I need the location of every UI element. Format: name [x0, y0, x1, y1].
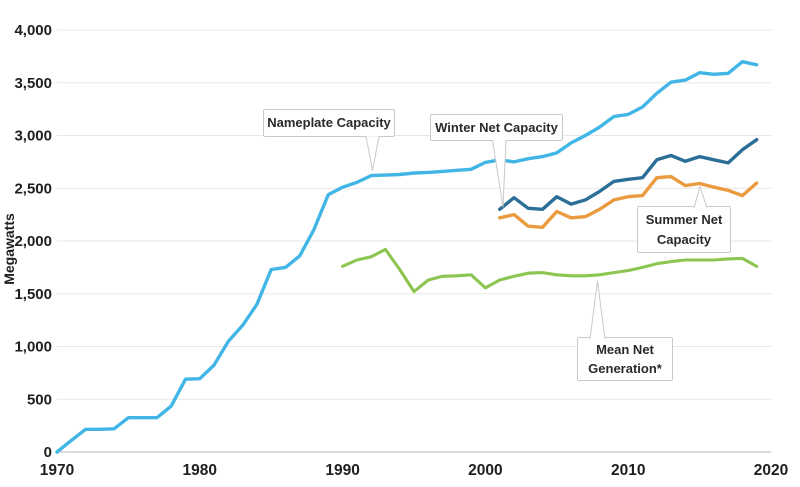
series-line-nameplate-capacity: [55, 60, 759, 454]
series-line-mean-net-generation: [341, 247, 759, 294]
x-tick-label: 2020: [754, 462, 788, 479]
y-axis-title: Megawatts: [1, 213, 17, 285]
y-tick-label: 1,000: [14, 339, 52, 356]
x-tick-label: 1990: [325, 462, 359, 479]
series-line-summer-net-capacity: [498, 174, 759, 230]
y-tick-label: 500: [27, 391, 52, 408]
y-tick-label: 3,500: [14, 75, 52, 92]
y-tick-label: 2,500: [14, 180, 52, 197]
x-tick-label: 1970: [40, 462, 74, 479]
x-tick-label: 2010: [611, 462, 645, 479]
y-tick-label: 0: [44, 444, 52, 461]
y-tick-label: 1,500: [14, 286, 52, 303]
y-tick-label: 2,000: [14, 233, 52, 250]
x-tick-label: 1980: [183, 462, 217, 479]
annotation-mean-net-generation: Mean Net Generation*: [577, 337, 673, 381]
y-tick-label: 3,000: [14, 128, 52, 145]
x-tick-label: 2000: [468, 462, 502, 479]
annotation-winter-net-capacity: Winter Net Capacity: [430, 114, 563, 141]
annotation-summer-net-capacity: Summer Net Capacity: [637, 206, 731, 253]
y-tick-label: 4,000: [14, 22, 52, 39]
series-line-winter-net-capacity: [498, 137, 759, 212]
annotation-nameplate-capacity: Nameplate Capacity: [263, 109, 395, 137]
